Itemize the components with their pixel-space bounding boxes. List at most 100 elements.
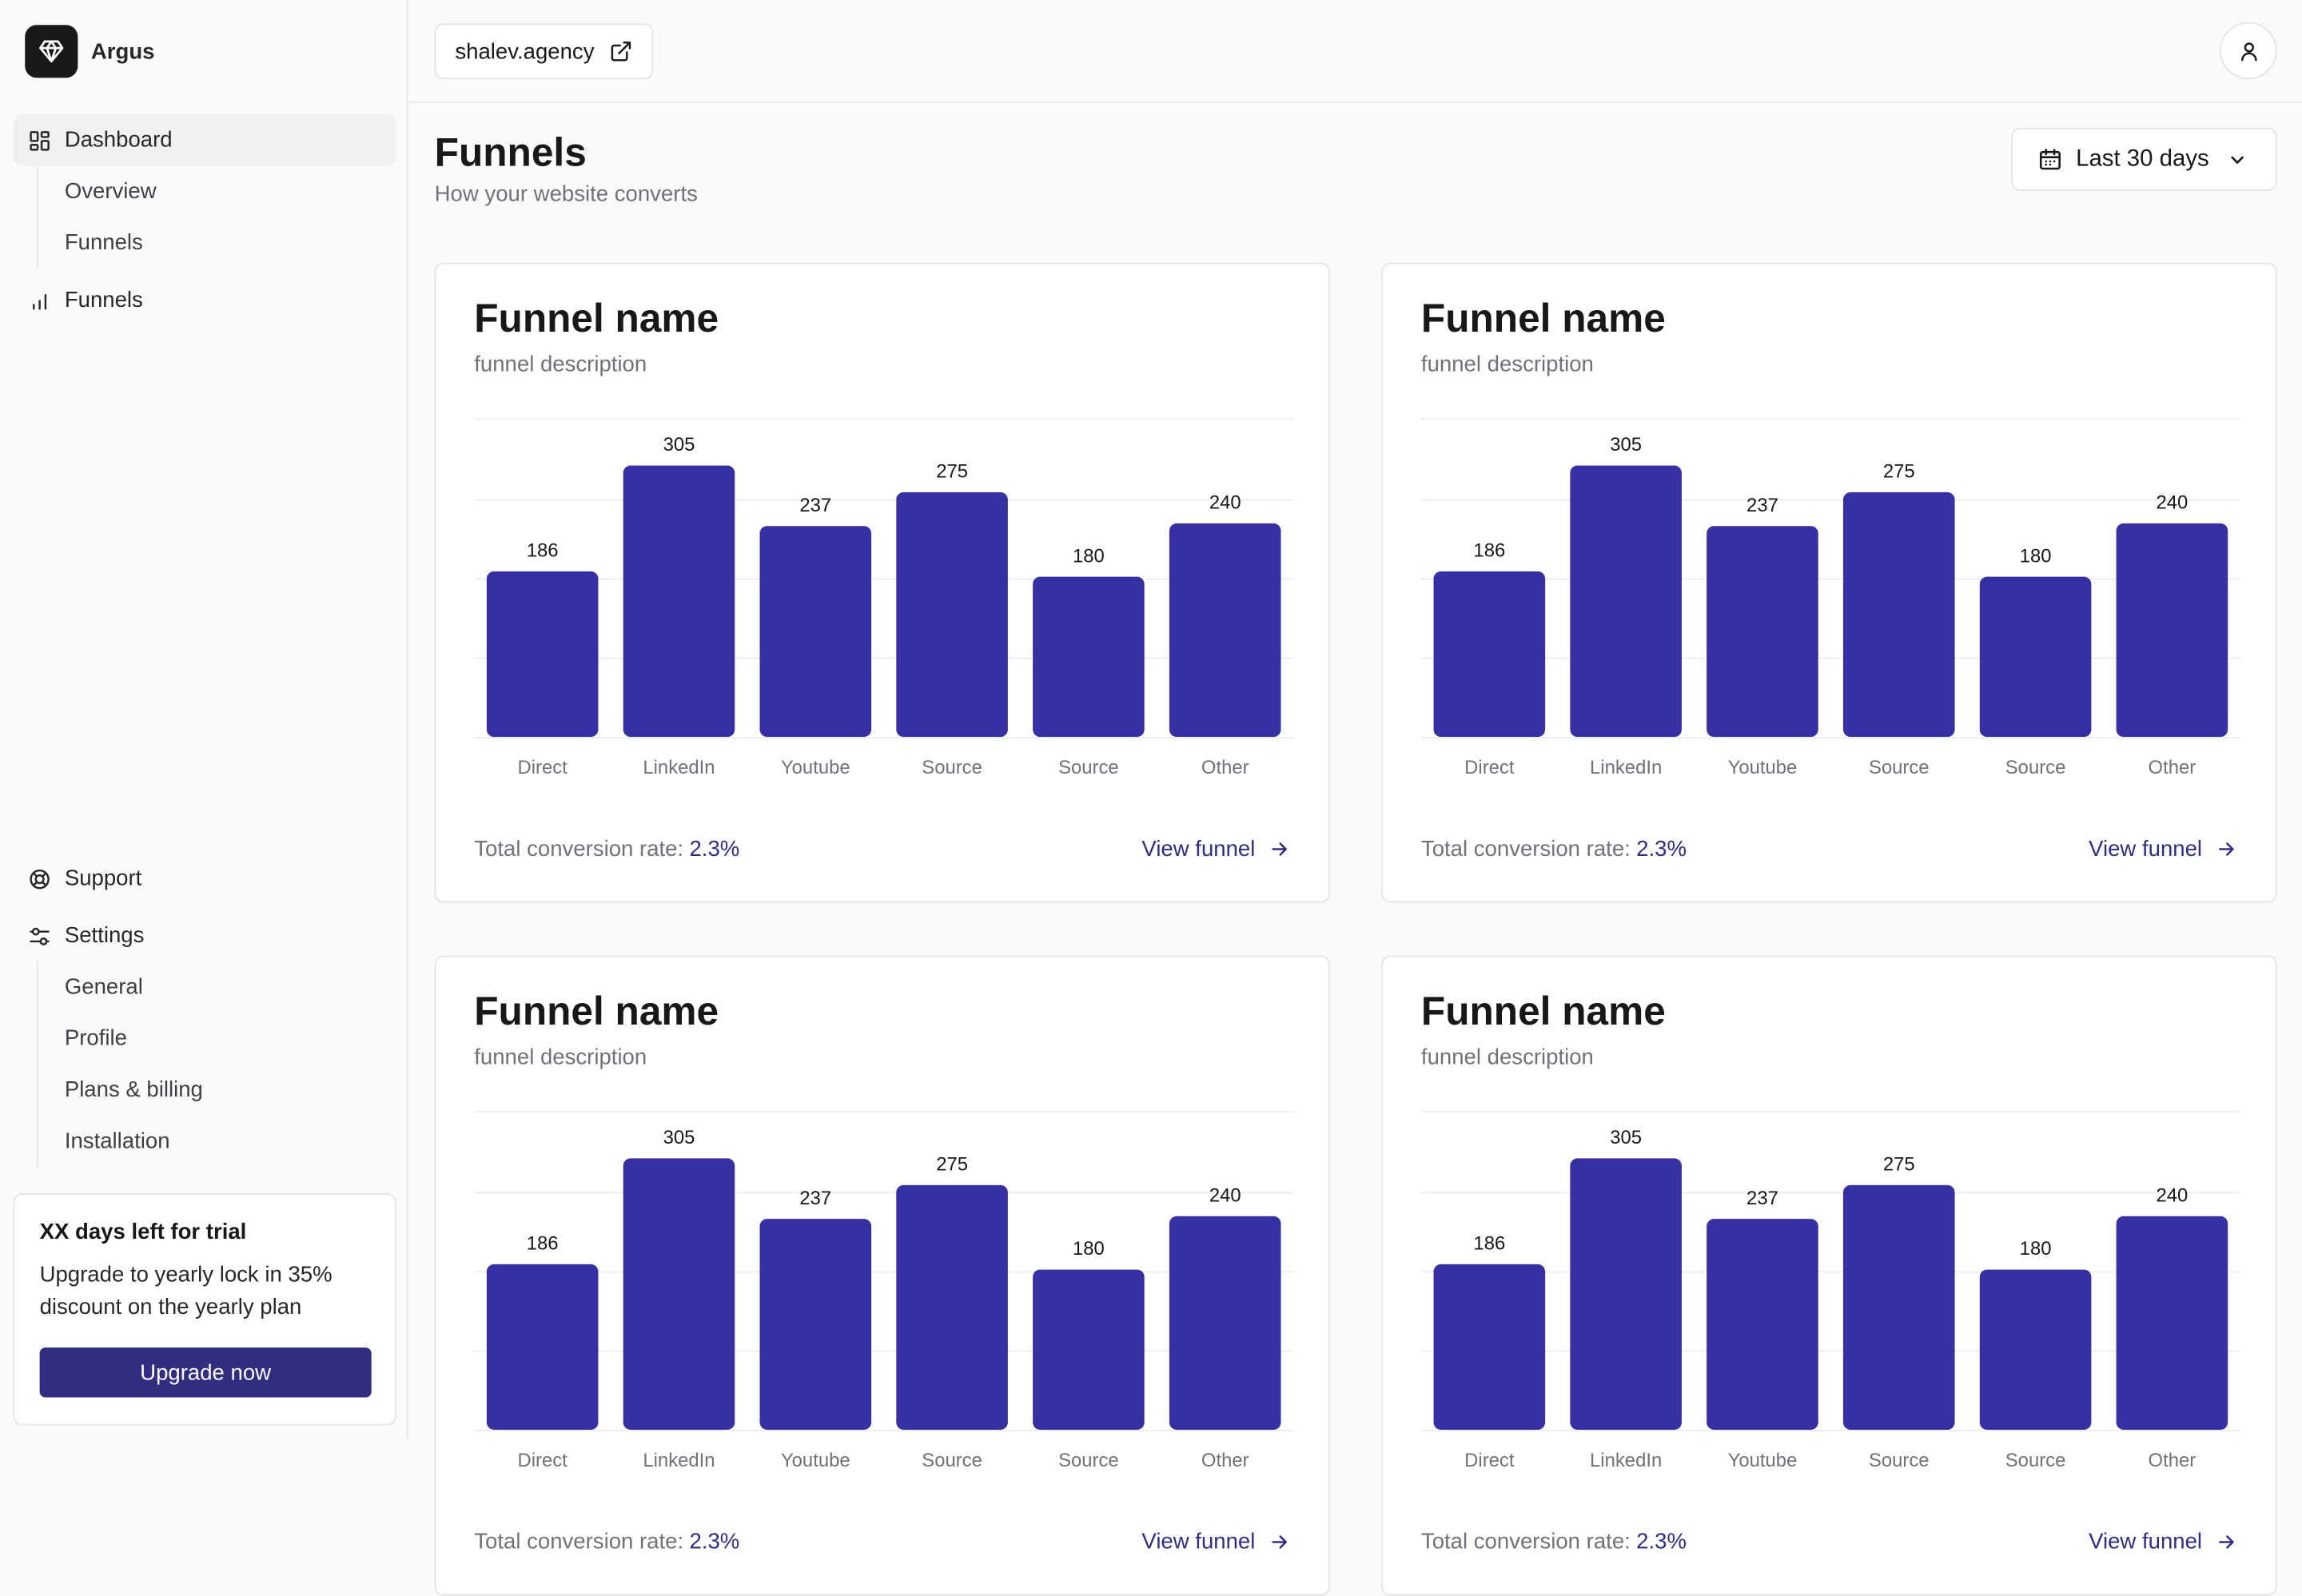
bar-value-label: 275 (936, 461, 968, 483)
arrow-right-icon (2216, 838, 2238, 861)
conversion-value: 2.3% (1636, 1529, 1687, 1555)
bar-value-label: 305 (663, 434, 695, 456)
site-link-button[interactable]: shalev.agency (434, 23, 653, 80)
view-funnel-link[interactable]: View funnel (2089, 1530, 2237, 1554)
view-funnel-label: View funnel (1141, 1529, 1256, 1555)
sidebar-subitem-profile[interactable]: Profile (64, 1025, 127, 1052)
bar[interactable] (1707, 1219, 1818, 1430)
bar[interactable] (1979, 576, 2092, 738)
bar-value-label: 180 (1073, 545, 1105, 567)
sidebar-item-funnels[interactable]: Funnels (14, 274, 396, 325)
bar[interactable] (623, 465, 735, 738)
secondary-nav: Support Settings General Profile Plans &… (14, 853, 396, 1168)
bar[interactable] (1169, 523, 1281, 738)
user-menu-button[interactable] (2220, 22, 2277, 80)
sidebar-subitem-general[interactable]: General (64, 974, 143, 1000)
sidebar-item-settings[interactable]: Settings (14, 910, 396, 961)
funnel-title: Funnel name (1420, 297, 1666, 341)
bar[interactable] (1033, 576, 1145, 738)
bar-value-label: 275 (1883, 461, 1915, 483)
view-funnel-label: View funnel (1141, 836, 1256, 862)
category-label: Source (1058, 757, 1119, 778)
bar[interactable] (486, 571, 599, 738)
user-icon (2236, 39, 2260, 62)
upgrade-button[interactable]: Upgrade now (39, 1347, 372, 1398)
view-funnel-link[interactable]: View funnel (1141, 1530, 1290, 1554)
category-label: Other (2149, 757, 2196, 778)
view-funnel-link[interactable]: View funnel (1141, 837, 1290, 862)
bar[interactable] (1433, 1264, 1546, 1430)
category-label: LinkedIn (1590, 1450, 1662, 1471)
bar[interactable] (1169, 1216, 1281, 1430)
bar[interactable] (896, 492, 1008, 738)
category-label: Other (1201, 757, 1249, 778)
bar-value-label: 180 (2020, 545, 2052, 567)
arrow-right-icon (1268, 838, 1291, 861)
page-subtitle: How your website converts (434, 181, 698, 207)
bar[interactable] (1842, 1184, 1955, 1430)
category-label: Source (1058, 1450, 1119, 1471)
date-range-label: Last 30 days (2076, 145, 2209, 171)
bar[interactable] (759, 1219, 872, 1430)
sidebar-item-dashboard[interactable]: Dashboard (13, 114, 396, 166)
bar[interactable] (1570, 1158, 1682, 1430)
category-label: Source (2005, 757, 2066, 778)
sidebar-item-settings-label: Settings (64, 923, 145, 949)
bar-value-label: 237 (1746, 1188, 1778, 1209)
bar[interactable] (2116, 1216, 2228, 1430)
conversion-value: 2.3% (689, 836, 740, 862)
card-footer: Total conversion rate: 2.3% View funnel (474, 1530, 1290, 1554)
sidebar-subitem-installation[interactable]: Installation (64, 1128, 170, 1154)
funnel-title: Funnel name (1420, 989, 1666, 1034)
sidebar-item-support[interactable]: Support (14, 853, 396, 904)
funnel-title: Funnel name (474, 297, 719, 341)
bar[interactable] (2116, 523, 2228, 738)
card-footer: Total conversion rate: 2.3% View funnel (474, 837, 1290, 862)
external-link-icon (609, 40, 632, 63)
bar[interactable] (1979, 1269, 2092, 1430)
bar-value-label: 186 (527, 1233, 559, 1255)
category-label: Direct (518, 757, 568, 778)
bar[interactable] (1707, 526, 1818, 738)
category-label: Youtube (781, 757, 850, 778)
category-label: LinkedIn (643, 757, 715, 778)
sliders-icon (26, 923, 51, 948)
category-label: Direct (1464, 757, 1515, 778)
bar-value-label: 240 (2156, 492, 2188, 514)
category-label: Youtube (781, 1450, 850, 1471)
brand[interactable]: Argus (25, 25, 154, 78)
bar-value-label: 180 (2020, 1238, 2052, 1260)
arrow-right-icon (1268, 1531, 1291, 1554)
bar[interactable] (1433, 571, 1546, 738)
category-label: Direct (518, 1450, 568, 1471)
bar[interactable] (1842, 492, 1955, 738)
sidebar-subitem-plans-billing[interactable]: Plans & billing (64, 1077, 203, 1103)
conversion-value: 2.3% (689, 1529, 740, 1555)
main-nav: Dashboard Overview Funnels Funnels (13, 114, 396, 325)
bar-value-label: 237 (799, 495, 831, 516)
sidebar: Argus Dashboard Overview Funnels Funnels (0, 0, 408, 1439)
gem-logo-icon (25, 25, 78, 78)
sidebar-item-support-label: Support (64, 866, 142, 891)
topbar: shalev.agency (408, 0, 2302, 103)
bar-value-label: 240 (1209, 1184, 1241, 1206)
conversion-label: Total conversion rate: (474, 836, 684, 862)
bar[interactable] (896, 1184, 1008, 1430)
sidebar-subitem-overview[interactable]: Overview (64, 179, 157, 205)
funnel-bar-chart: 186 Direct 305 LinkedIn 237 Youtube 275 Source 1… (474, 1111, 1294, 1471)
bar-value-label: 305 (663, 1127, 695, 1148)
bar[interactable] (623, 1158, 735, 1430)
bar[interactable] (1570, 465, 1682, 738)
bar-value-label: 305 (1610, 1127, 1642, 1148)
bar-value-label: 240 (1209, 492, 1241, 514)
bar[interactable] (486, 1264, 599, 1430)
view-funnel-link[interactable]: View funnel (2089, 837, 2237, 862)
category-label: Source (1869, 757, 1930, 778)
sidebar-subitem-funnels[interactable]: Funnels (64, 230, 143, 256)
funnel-description: funnel description (1420, 352, 1594, 378)
funnel-description: funnel description (1420, 1045, 1594, 1070)
bar[interactable] (759, 526, 872, 738)
date-range-select[interactable]: Last 30 days (2011, 127, 2277, 191)
dashboard-grid-icon (26, 128, 51, 153)
bar[interactable] (1033, 1269, 1145, 1430)
